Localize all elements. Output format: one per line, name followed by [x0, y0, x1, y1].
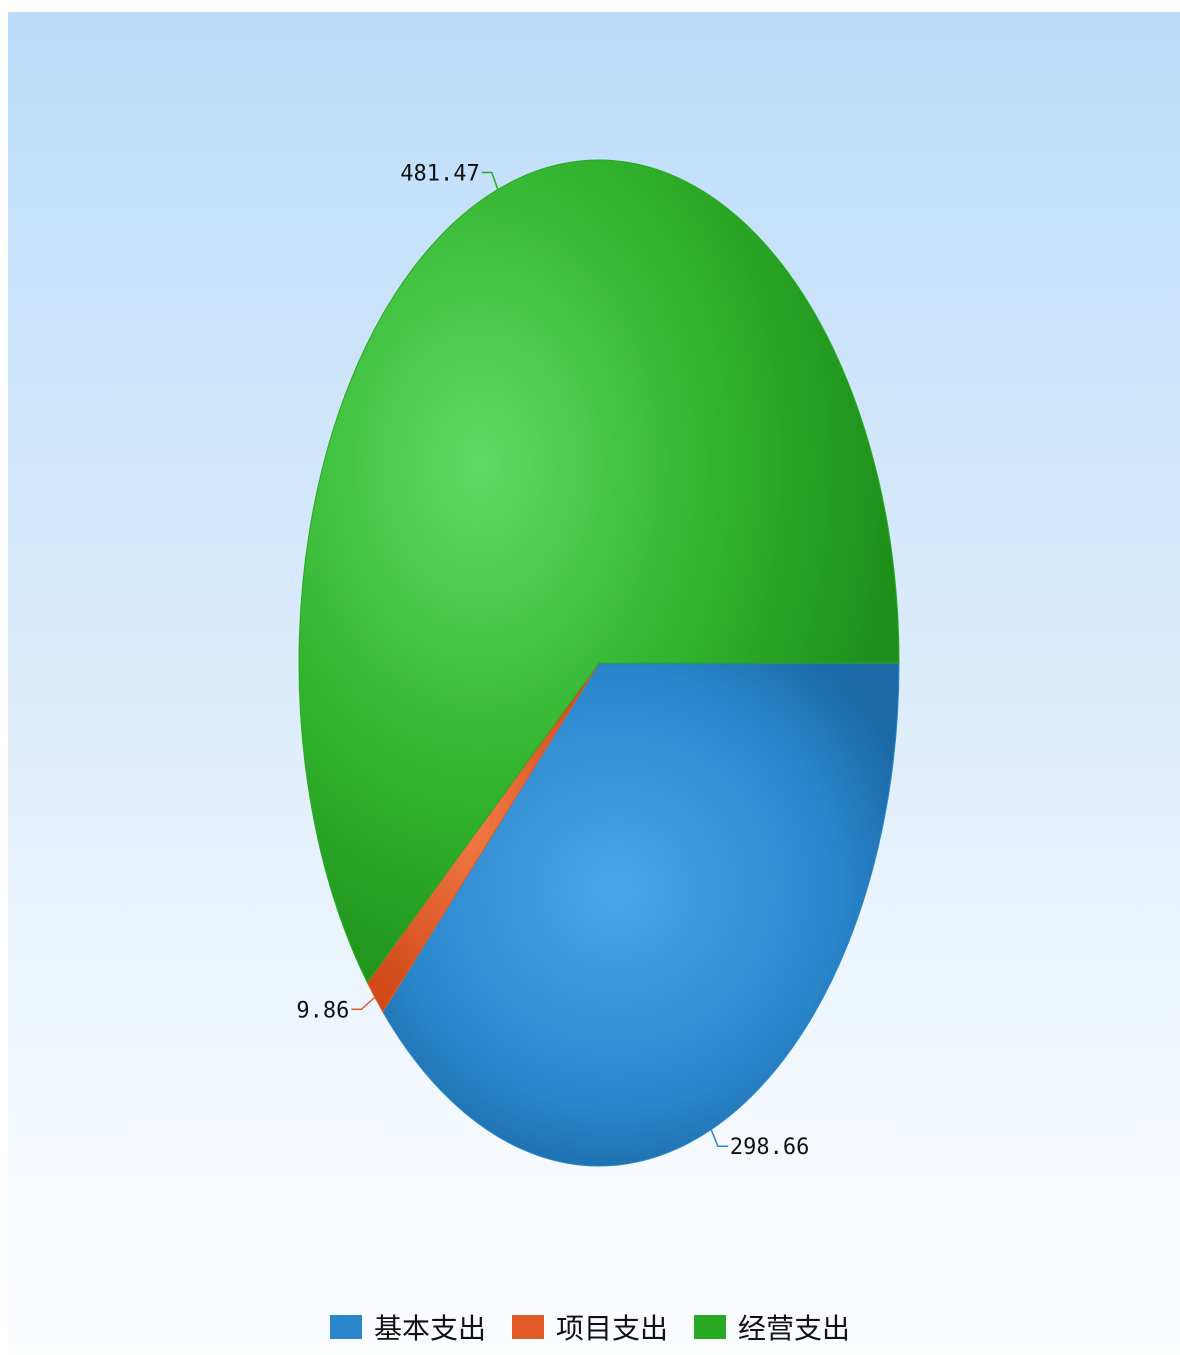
- legend: 基本支出 项目支出 经营支出: [0, 1305, 1180, 1349]
- pie-chart: 298.66 9.86 481.47: [296, 159, 900, 1167]
- legend-label-0: 基本支出: [373, 1312, 486, 1345]
- legend-item-1[interactable]: 项目支出: [511, 1307, 668, 1347]
- legend-label-1: 项目支出: [555, 1312, 668, 1345]
- legend-label-2: 经营支出: [738, 1312, 851, 1345]
- data-label-0: 298.66: [730, 1135, 809, 1160]
- data-label-2: 481.47: [400, 162, 479, 187]
- data-labels: 298.66 9.86 481.47: [296, 162, 809, 1161]
- legend-swatch-0: [329, 1315, 362, 1339]
- legend-swatch-2: [694, 1315, 726, 1339]
- legend-item-0[interactable]: 基本支出: [329, 1307, 486, 1347]
- pie-slices: [298, 159, 900, 1167]
- data-label-1: 9.86: [296, 998, 349, 1023]
- legend-swatch-1: [511, 1315, 544, 1339]
- leader-lines: [351, 171, 728, 1147]
- leader-line-1: [351, 996, 376, 1011]
- leader-line-2: [481, 171, 499, 190]
- leader-line-0: [710, 1129, 728, 1147]
- legend-item-2[interactable]: 经营支出: [694, 1307, 850, 1347]
- pie-slice-0[interactable]: [382, 662, 900, 1167]
